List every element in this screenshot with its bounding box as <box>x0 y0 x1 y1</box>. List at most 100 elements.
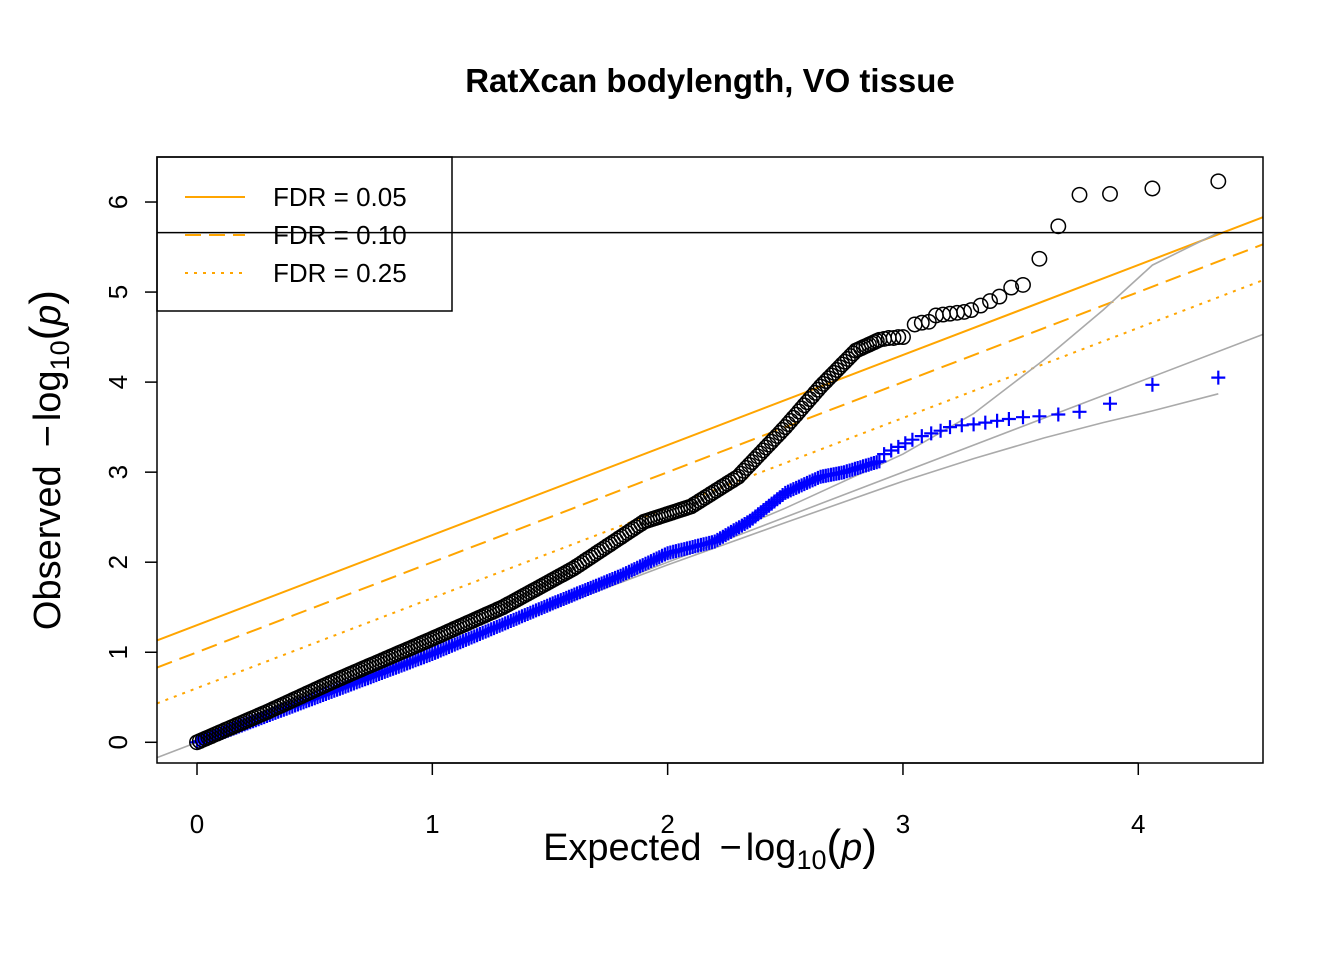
data-point-19 <box>1145 377 1160 392</box>
chart-title: RatXcan bodylength, VO tissue <box>465 62 955 99</box>
x-axis: 0 1 2 3 4 <box>190 762 1146 839</box>
data-point <box>807 384 824 401</box>
y-axis-label-log: log <box>27 370 69 421</box>
data-point <box>785 409 802 426</box>
series-blue-plus <box>190 370 1226 750</box>
data-point-9 <box>954 418 969 433</box>
data-point <box>826 364 843 381</box>
data-point <box>809 381 826 398</box>
data-point <box>774 422 791 438</box>
data-point <box>738 459 755 476</box>
data-point <box>801 391 818 408</box>
data-point <box>752 445 769 462</box>
data-point-13 <box>963 302 980 319</box>
y-axis-label-arg: p <box>27 305 69 327</box>
data-point-3 <box>890 329 907 346</box>
x-axis-label: Expected − log10(p) <box>543 821 877 875</box>
legend: FDR = 0.05 FDR = 0.10 FDR = 0.25 <box>156 156 453 312</box>
data-point <box>730 468 747 485</box>
data-point <box>788 406 805 423</box>
data-point <box>815 375 832 392</box>
data-point <box>823 367 840 384</box>
data-point-15 <box>982 293 998 310</box>
data-point-21 <box>1071 186 1088 203</box>
x-axis-label-arg: p <box>840 827 862 869</box>
data-point <box>763 433 780 450</box>
x-axis-label-minus: − <box>720 827 742 869</box>
data-point-13 <box>1001 412 1016 426</box>
data-point-24 <box>1210 173 1227 190</box>
data-point <box>744 454 761 471</box>
x-tick-label-0: 0 <box>190 809 204 839</box>
data-point-23 <box>1144 180 1161 197</box>
x-tick-label-4: 4 <box>1131 809 1145 839</box>
data-point-12 <box>956 303 973 320</box>
data-point <box>796 397 813 414</box>
data-point-20 <box>1211 370 1226 385</box>
data-point <box>777 419 794 436</box>
data-point <box>793 400 810 417</box>
y-tick-label-6: 6 <box>103 195 133 209</box>
data-point <box>790 403 807 420</box>
data-point-17 <box>1003 279 1020 296</box>
data-point-5 <box>914 429 929 444</box>
data-point-15 <box>1032 409 1047 424</box>
data-point <box>799 394 815 411</box>
data-point <box>820 370 837 387</box>
data-point-7 <box>933 423 948 438</box>
y-axis-label-prefix: Observed <box>27 465 69 630</box>
data-point-3 <box>898 436 913 451</box>
data-point <box>872 454 887 469</box>
data-point <box>839 350 856 367</box>
data-point-16 <box>1051 407 1066 422</box>
legend-label-2: FDR = 0.25 <box>273 258 407 288</box>
data-point-18 <box>1015 276 1031 293</box>
y-tick-label-4: 4 <box>103 375 133 389</box>
x-tick-label-2: 2 <box>660 809 674 839</box>
data-point-6 <box>924 426 939 441</box>
x-axis-label-base: 10 <box>796 845 826 875</box>
y-axis-label: Observed−log10(p) <box>21 290 75 630</box>
data-point <box>804 388 821 404</box>
fdr-line-solid <box>156 216 1264 642</box>
data-point-22 <box>1102 185 1118 202</box>
y-tick-label-3: 3 <box>103 465 133 479</box>
data-point-14 <box>972 297 989 314</box>
legend-box <box>156 156 453 312</box>
x-tick-label-1: 1 <box>425 809 439 839</box>
data-point <box>782 412 799 429</box>
y-tick-label-1: 1 <box>103 645 133 659</box>
y-tick-label-5: 5 <box>103 285 133 299</box>
data-point-11 <box>978 415 993 430</box>
data-point <box>749 448 766 465</box>
data-point <box>837 353 853 370</box>
data-point-10 <box>966 417 981 432</box>
data-point <box>828 362 845 378</box>
data-point-4 <box>905 432 920 447</box>
data-point <box>766 430 783 447</box>
data-point <box>733 465 749 482</box>
legend-label-1: FDR = 0.10 <box>273 220 407 250</box>
series-black-circles <box>189 173 1227 751</box>
data-point-12 <box>990 413 1005 428</box>
data-point-1 <box>884 443 899 458</box>
y-tick-label-0: 0 <box>103 735 133 749</box>
data-point-4 <box>895 329 911 346</box>
data-point <box>755 442 772 459</box>
data-point <box>818 373 834 390</box>
y-axis-label-base: 10 <box>45 340 75 370</box>
y-axis-label-minus: − <box>27 425 69 447</box>
x-axis-label-prefix: Expected <box>543 827 701 869</box>
data-point <box>757 439 774 456</box>
fdr-line-dashed <box>156 243 1264 669</box>
fdr-lines <box>156 216 1264 705</box>
x-axis-label-log: log <box>746 827 797 869</box>
y-tick-label-2: 2 <box>103 555 133 569</box>
data-point-20 <box>1050 218 1067 235</box>
data-point <box>769 427 785 444</box>
data-point-19 <box>1031 250 1048 267</box>
data-point-16 <box>991 288 1008 305</box>
data-point <box>741 457 758 473</box>
data-point <box>735 462 752 479</box>
